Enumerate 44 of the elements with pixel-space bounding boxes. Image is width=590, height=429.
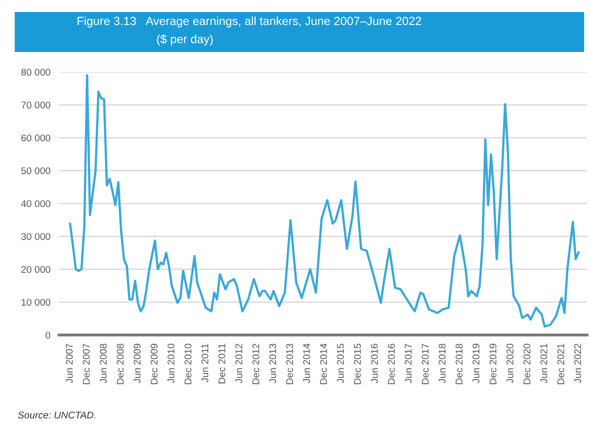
x-tick-label: Jun 2018 <box>438 344 446 384</box>
x-tick-label: Jun 2009 <box>134 344 141 384</box>
x-tick-label: Dec 2018 <box>456 344 463 384</box>
x-tick-label: Jun 2021 <box>540 344 548 384</box>
chart-subtitle: ($ per day) <box>157 34 213 46</box>
y-tick-label: 40 000 <box>21 200 50 208</box>
x-tick-label: Jun 2007 <box>66 344 73 384</box>
x-tick-label: Dec 2008 <box>116 344 124 384</box>
x-tick-label: Dec 2020 <box>523 344 530 384</box>
x-tick-label: Dec 2013 <box>286 344 294 384</box>
y-tick-label: 70 000 <box>21 102 50 108</box>
y-tick-label: 0 <box>46 332 50 339</box>
source-note: Source: UNCTAD. <box>18 412 96 418</box>
x-tick-label: Jun 2012 <box>235 344 242 384</box>
x-tick-label: Jun 2017 <box>404 344 412 384</box>
y-tick-label: 60 000 <box>21 134 50 142</box>
x-tick-label: Dec 2019 <box>490 344 496 384</box>
y-tick-label: 30 000 <box>21 233 50 240</box>
x-tick-label: Dec 2016 <box>388 344 395 384</box>
x-tick-label: Jun 2015 <box>336 344 344 384</box>
x-tick-label: Dec 2015 <box>354 344 361 384</box>
x-tick-label: Dec 2011 <box>218 344 226 384</box>
x-tick-label: Jun 2016 <box>370 344 378 384</box>
x-tick-label: Jun 2008 <box>100 344 107 384</box>
x-tick-label: Jun 2019 <box>472 344 480 384</box>
x-tick-label: Jun 2022 <box>574 344 582 384</box>
x-tick-label: Dec 2007 <box>82 344 90 384</box>
x-tick-label: Jun 2014 <box>303 344 310 384</box>
y-tick-label: 80 000 <box>21 68 50 76</box>
y-tick-label: 50 000 <box>21 167 50 174</box>
x-tick-label: Dec 2012 <box>252 344 260 384</box>
x-tick-label: Dec 2009 <box>150 344 158 384</box>
x-tick-label: Dec 2010 <box>184 344 192 384</box>
x-tick-label: Dec 2017 <box>422 344 429 384</box>
x-tick-label: Dec 2021 <box>557 344 564 384</box>
x-tick-label: Dec 2014 <box>320 344 327 384</box>
x-tick-label: Jun 2011 <box>201 344 208 382</box>
chart-title: Figure 3.13 Average earnings, all tankers, June 2007–June 2022 <box>78 16 422 28</box>
x-tick-label: Jun 2013 <box>269 344 276 384</box>
y-tick-label: 20 000 <box>21 266 50 273</box>
line-series <box>69 74 580 328</box>
x-tick-label: Jun 2020 <box>506 344 514 384</box>
y-tick-label: 10 000 <box>22 298 50 306</box>
x-tick-label: Jun 2010 <box>168 344 174 384</box>
